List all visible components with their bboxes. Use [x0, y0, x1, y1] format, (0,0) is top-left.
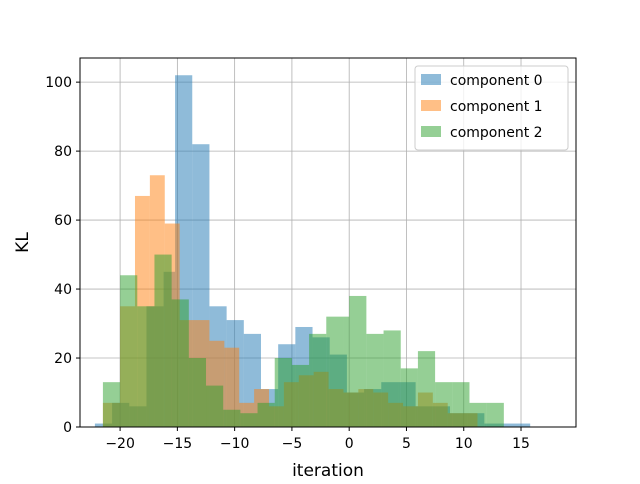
x-tick-label: 15 [512, 436, 530, 452]
x-tick-label: −5 [282, 436, 303, 452]
x-axis-title: iteration [292, 461, 364, 480]
legend-swatch [421, 100, 441, 111]
histogram-bar [291, 364, 310, 427]
x-tick-label: 5 [402, 436, 411, 452]
histogram-bar [274, 358, 292, 427]
histogram-bar [326, 316, 344, 427]
y-tick-label: 100 [45, 75, 72, 91]
histogram-bar [206, 385, 224, 427]
histogram-bar [120, 275, 138, 427]
legend-swatch [421, 74, 441, 85]
legend-box [414, 65, 569, 151]
x-tick-label: −10 [220, 436, 250, 452]
histogram-bar [469, 402, 487, 427]
histogram-bar [435, 382, 453, 427]
histogram-bar [240, 413, 258, 427]
histogram-bar [223, 409, 241, 427]
histogram-bar [383, 330, 401, 427]
plot-frame [79, 57, 577, 428]
histogram-bar [171, 299, 189, 427]
series-2-bars [102, 254, 504, 427]
y-tick-label: 20 [54, 351, 72, 367]
y-tick-label: 60 [54, 213, 72, 229]
y-axis-title: KL [13, 232, 33, 253]
histogram-bar [486, 402, 504, 427]
legend-label: component 2 [450, 125, 543, 141]
y-tick-label: 80 [54, 144, 72, 160]
histogram-bar [309, 333, 327, 427]
histogram-bar [137, 306, 155, 427]
histogram-bar [257, 402, 275, 427]
legend-swatch [421, 126, 441, 137]
histogram-bars [94, 75, 531, 428]
legend-label: component 0 [450, 73, 543, 89]
x-tick-label: −15 [163, 436, 193, 452]
histogram-bar [501, 423, 531, 427]
histogram-bar [343, 316, 350, 427]
histogram-bar [400, 368, 418, 427]
histogram-bar [224, 347, 240, 427]
histogram-bar [452, 382, 470, 427]
y-tick-label: 40 [54, 282, 72, 298]
legend: component 0 component 1 component 2 [414, 65, 569, 151]
histogram-bar [154, 254, 172, 427]
histogram-bar [417, 351, 436, 427]
axis-ticks: −20 −15 −10 −5 0 5 10 15 0 20 40 60 80 100 [45, 75, 530, 452]
y-tick-label: 0 [63, 420, 72, 436]
x-tick-label: 0 [345, 436, 354, 452]
histogram-bar [349, 295, 367, 427]
x-tick-label: 10 [455, 436, 473, 452]
histogram-bar [102, 382, 121, 427]
histogram-bar [366, 333, 384, 427]
x-tick-label: −20 [105, 436, 135, 452]
legend-label: component 1 [450, 99, 543, 115]
histogram-bar [188, 358, 207, 427]
